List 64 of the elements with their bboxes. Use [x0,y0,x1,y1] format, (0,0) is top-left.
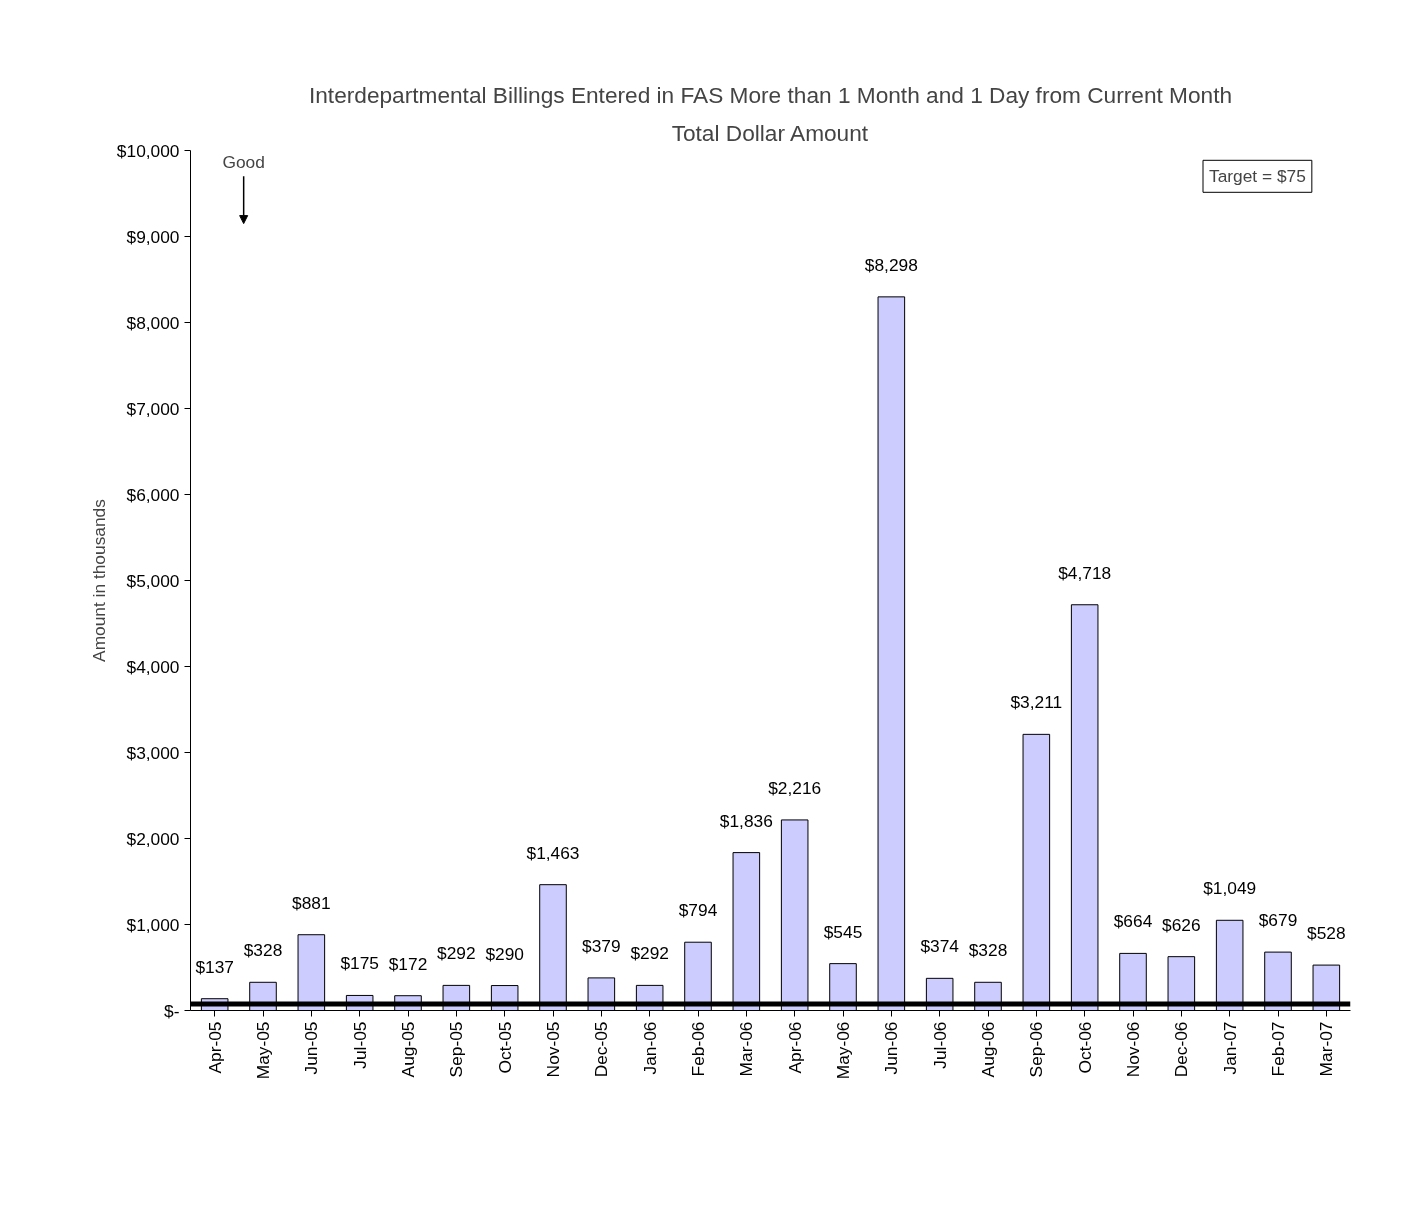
x-tick-label: Oct-05 [494,1021,515,1074]
y-tick-label: $5,000 [126,570,180,591]
y-tick-label: $7,000 [126,398,180,419]
y-tick-label: $3,000 [126,742,180,763]
x-tick-label: Jul-05 [349,1021,370,1069]
data-label: $137 [195,956,234,977]
x-tick-label: Dec-05 [591,1021,612,1078]
data-label: $1,463 [526,842,580,863]
data-label: $4,718 [1058,562,1112,583]
x-tick-label: Jul-06 [929,1021,950,1069]
data-label: $379 [582,935,621,956]
x-tick-label: Apr-06 [784,1021,805,1074]
data-label: $328 [243,940,283,961]
x-tick-label: Jan-06 [639,1021,660,1075]
x-tick-label: Jun-05 [301,1021,322,1075]
data-label: $664 [1113,911,1153,932]
x-tick-label: Mar-07 [1316,1021,1337,1077]
x-tick-label: Mar-06 [736,1021,757,1077]
x-tick-label: Dec-06 [1171,1021,1192,1078]
y-axis-title: Amount in thousands [88,498,109,662]
data-label: $374 [920,936,960,957]
data-label: $1,049 [1203,878,1257,899]
x-tick-label: Aug-05 [398,1021,418,1078]
data-label: $626 [1162,914,1201,935]
data-label: $328 [968,940,1008,961]
chart-title: Interdepartmental Billings Entered in FAS More than 1 Month and 1 Day from Current Month [308,81,1233,108]
y-tick-label: $9,000 [126,226,180,247]
data-label: $794 [678,900,718,921]
data-label: $175 [340,953,379,974]
y-tick-label: $1,000 [126,914,180,935]
chart-subtitle: Total Dollar Amount [671,119,869,146]
data-label: $2,216 [768,777,822,798]
x-tick-label: Feb-06 [688,1021,708,1077]
x-tick-label: Nov-05 [543,1021,563,1078]
data-label: $679 [1258,910,1298,931]
x-tick-label: Nov-06 [1123,1021,1143,1078]
x-tick-label: Feb-07 [1268,1021,1288,1077]
data-label: $292 [630,943,669,964]
data-label: $292 [437,943,476,964]
x-tick-label: May-06 [833,1021,853,1080]
data-label: $545 [823,921,863,942]
y-tick-label: $- [164,1000,180,1021]
x-tick-label: Sep-05 [446,1021,467,1078]
data-label: $172 [388,953,428,974]
data-label: $3,211 [1010,692,1063,713]
y-tick-label: $10,000 [116,140,180,161]
x-tick-label: Apr-05 [204,1021,225,1074]
annotation: Target = $75 [1209,166,1306,187]
y-tick-label: $6,000 [126,484,180,505]
data-label: $528 [1307,923,1346,944]
x-tick-label: May-05 [253,1021,273,1080]
y-tick-label: $2,000 [126,828,180,849]
data-label: $8,298 [864,254,918,275]
x-tick-label: Oct-06 [1074,1021,1095,1074]
annotation: Good [222,152,265,172]
x-tick-label: Jun-06 [881,1021,902,1075]
y-tick-label: $8,000 [126,312,180,333]
data-label: $290 [485,943,524,964]
data-label: $881 [292,892,331,913]
y-tick-label: $4,000 [126,656,180,677]
data-label: $1,836 [719,810,773,831]
x-tick-label: Sep-06 [1026,1021,1047,1078]
x-tick-label: Jan-07 [1219,1021,1240,1075]
x-tick-label: Aug-06 [978,1021,998,1078]
